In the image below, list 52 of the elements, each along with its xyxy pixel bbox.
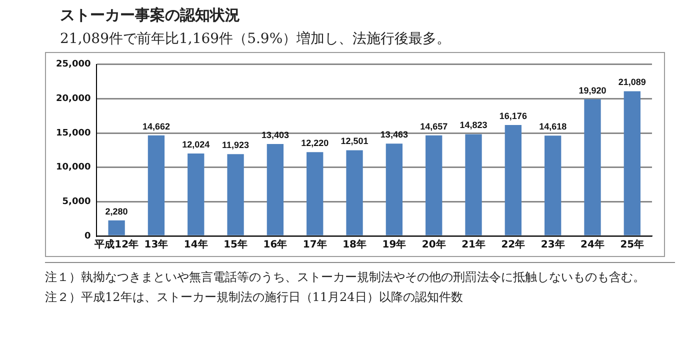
y-tick-label: 5,000: [62, 197, 91, 208]
y-tick-label: 10,000: [56, 162, 91, 173]
x-tick-label: 15年: [224, 238, 248, 251]
data-label: 14,662: [142, 121, 170, 132]
data-label: 16,176: [499, 110, 527, 121]
chart-subtitle: 21,089件で前年比1,169件（5.9%）増加し、法施行後最多。: [60, 30, 451, 48]
text: 注１）執拗なつきまといや無言電話等のうち、ストーカー規制法やその他の刑罰法令に抵触しないものも含む。: [45, 269, 646, 286]
bar: [148, 135, 165, 236]
x-tick-label: 18年: [342, 238, 366, 251]
data-label: 14,657: [420, 121, 448, 132]
bar: [108, 220, 125, 236]
data-label: 12,024: [182, 139, 210, 150]
x-tick-label: 19年: [382, 238, 406, 251]
bar: [227, 154, 244, 236]
x-tick-label: 24年: [580, 238, 604, 251]
bar: [544, 136, 562, 236]
data-label: 21,089: [618, 77, 646, 88]
data-label: 14,618: [539, 122, 567, 132]
data-label: 13,403: [261, 130, 289, 140]
bar: [266, 144, 284, 236]
data-label: 2,280: [105, 206, 128, 216]
bar: [188, 153, 204, 236]
bar: [465, 134, 482, 236]
x-tick-label: 25年: [620, 238, 644, 251]
y-tick-label: 20,000: [56, 94, 91, 104]
data-label: 19,920: [578, 85, 606, 96]
data-label: 13,463: [380, 130, 408, 140]
chart-title: ストーカー事案の認知状況: [60, 6, 240, 25]
y-tick-label: 15,000: [56, 128, 91, 138]
y-tick-label: 0: [84, 231, 91, 242]
data-label: 11,923: [222, 140, 250, 150]
data-label: 14,823: [460, 120, 488, 130]
x-tick-label: 平成12年: [94, 238, 139, 251]
bar: [624, 91, 640, 236]
bar: [306, 152, 324, 236]
text: 注２）平成12年は、ストーカー規制法の施行日（11月24日）以降の認知件数: [45, 289, 464, 306]
x-tick-label: 14年: [184, 238, 208, 251]
bar: [426, 135, 442, 236]
x-tick-label: 16年: [263, 238, 288, 251]
x-tick-label: 17年: [302, 238, 327, 251]
y-tick-label: 25,000: [56, 60, 91, 70]
bar: [346, 150, 363, 236]
data-label: 12,220: [301, 138, 329, 148]
x-tick-label: 21年: [462, 238, 486, 251]
x-tick-label: 22年: [501, 238, 526, 251]
bar: [584, 99, 601, 236]
data-label: 12,501: [340, 136, 368, 146]
bar: [504, 124, 522, 236]
x-tick-label: 20年: [422, 238, 446, 251]
x-tick-label: 23年: [540, 238, 565, 251]
bar: [386, 144, 403, 236]
x-tick-label: 13年: [144, 238, 168, 251]
